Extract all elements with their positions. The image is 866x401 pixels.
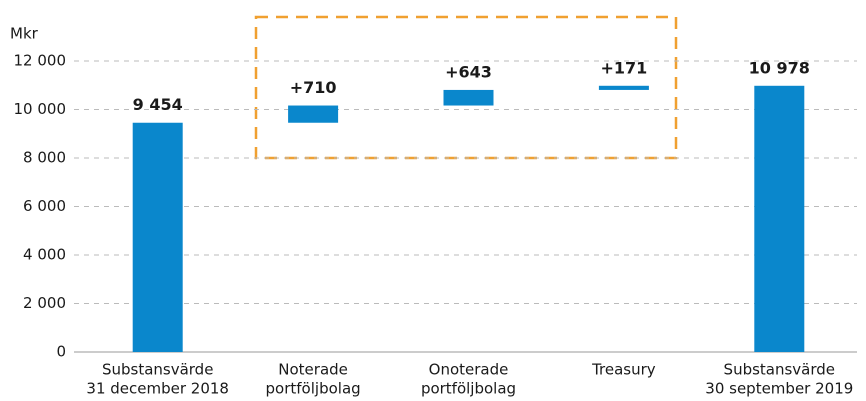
x-tick-label: Treasury	[591, 361, 656, 379]
bar	[443, 89, 494, 106]
x-tick-label: Noterade	[278, 361, 348, 379]
value-label: 9 454	[133, 95, 183, 114]
x-tick-label: 30 september 2019	[705, 380, 853, 398]
y-tick-label: 12 000	[14, 52, 67, 70]
bar	[132, 122, 183, 352]
bar	[598, 85, 649, 90]
x-tick-label: 31 december 2018	[86, 380, 229, 398]
y-tick-label: 2 000	[23, 294, 66, 312]
value-label: 10 978	[749, 58, 810, 77]
bar	[288, 105, 339, 123]
value-label: +171	[600, 58, 647, 77]
x-tick-label: portföljbolag	[266, 380, 361, 398]
x-tick-label: portföljbolag	[421, 380, 516, 398]
value-label: +710	[290, 78, 337, 97]
y-tick-label: 8 000	[23, 149, 66, 167]
y-tick-label: 0	[56, 343, 66, 361]
y-tick-label: 10 000	[14, 100, 67, 118]
value-label: +643	[445, 62, 492, 81]
bar	[754, 85, 805, 352]
x-tick-label: Substansvärde	[102, 361, 213, 379]
x-tick-label: Onoterade	[429, 361, 509, 379]
y-tick-label: 6 000	[23, 197, 66, 215]
y-tick-label: 4 000	[23, 246, 66, 264]
x-tick-label: Substansvärde	[724, 361, 835, 379]
y-axis-label: Mkr	[10, 25, 39, 43]
